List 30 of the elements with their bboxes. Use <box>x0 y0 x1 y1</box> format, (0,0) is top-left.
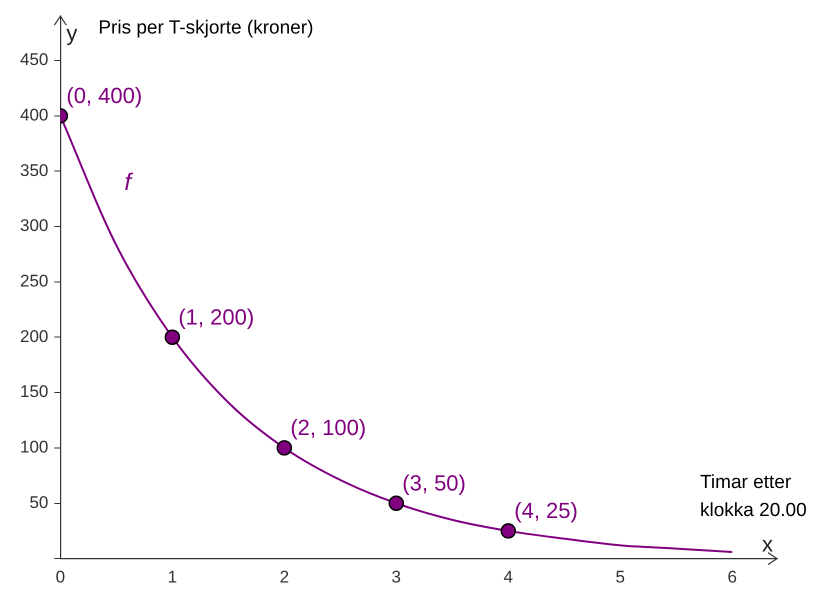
x-tick-label: 0 <box>56 567 66 586</box>
y-tick-label: 50 <box>29 492 48 512</box>
x-tick-label: 3 <box>392 567 402 586</box>
y-tick-label: 300 <box>20 216 48 236</box>
data-label: (1, 200) <box>178 304 254 330</box>
data-label: (4, 25) <box>514 498 578 523</box>
point <box>164 329 180 345</box>
y-tick-label: 350 <box>20 160 48 180</box>
y-tick-label: 200 <box>20 326 48 346</box>
x-tick-label: 2 <box>280 567 290 586</box>
y-tick-label: 400 <box>20 106 48 125</box>
data-label: (3, 50) <box>402 470 466 496</box>
x-tick-label: 6 <box>727 567 737 586</box>
data-label: (2, 100) <box>290 414 366 440</box>
x-axis-title: Timar etter klokka 20.00 <box>700 472 807 521</box>
point <box>500 523 516 539</box>
y-axis-title: Pris per T-skjorte (kroner) <box>98 17 314 38</box>
point <box>276 440 292 456</box>
y-tick-label: 450 <box>20 50 48 70</box>
annotation: y <box>66 20 78 46</box>
point <box>388 496 404 512</box>
annotation: x <box>762 532 773 557</box>
y-tick-label: 250 <box>20 272 48 291</box>
series-label: f <box>124 169 134 196</box>
x-tick-label: 1 <box>168 567 178 586</box>
y-tick-label: 150 <box>20 382 48 402</box>
data-label: (0, 400) <box>66 82 142 108</box>
x-tick-label: 5 <box>616 567 625 586</box>
y-tick-label: 100 <box>20 438 48 457</box>
x-tick-label: 4 <box>504 567 513 586</box>
